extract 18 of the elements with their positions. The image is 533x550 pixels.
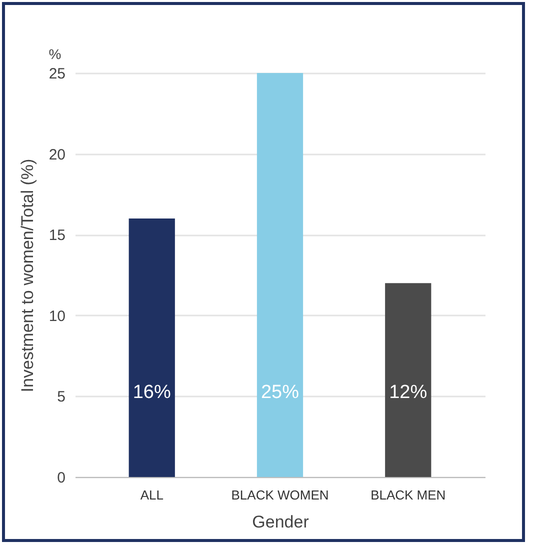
data-label: 25%	[260, 382, 300, 404]
text: %	[48, 46, 62, 62]
x-axis-title: Gender	[252, 512, 310, 532]
bar	[256, 73, 304, 477]
data-label: 12%	[389, 382, 428, 404]
y-tick-label: 5	[57, 388, 66, 406]
y-tick-label: 10	[48, 308, 66, 325]
x-tick-label: BLACK WOMEN	[231, 488, 329, 502]
y-tick-label: 0	[57, 470, 66, 486]
x-tick-label: BLACK MEN	[370, 488, 446, 502]
y-tick-label: 25	[48, 66, 66, 82]
x-tick-label: ALL	[140, 488, 164, 502]
bar	[128, 218, 175, 477]
y-axis-title: Investment to women/Total (%)	[18, 158, 37, 392]
bar	[385, 283, 432, 477]
y-tick-label: 15	[48, 227, 66, 244]
y-tick-label: 20	[48, 146, 66, 164]
data-label: 16%	[132, 382, 171, 404]
